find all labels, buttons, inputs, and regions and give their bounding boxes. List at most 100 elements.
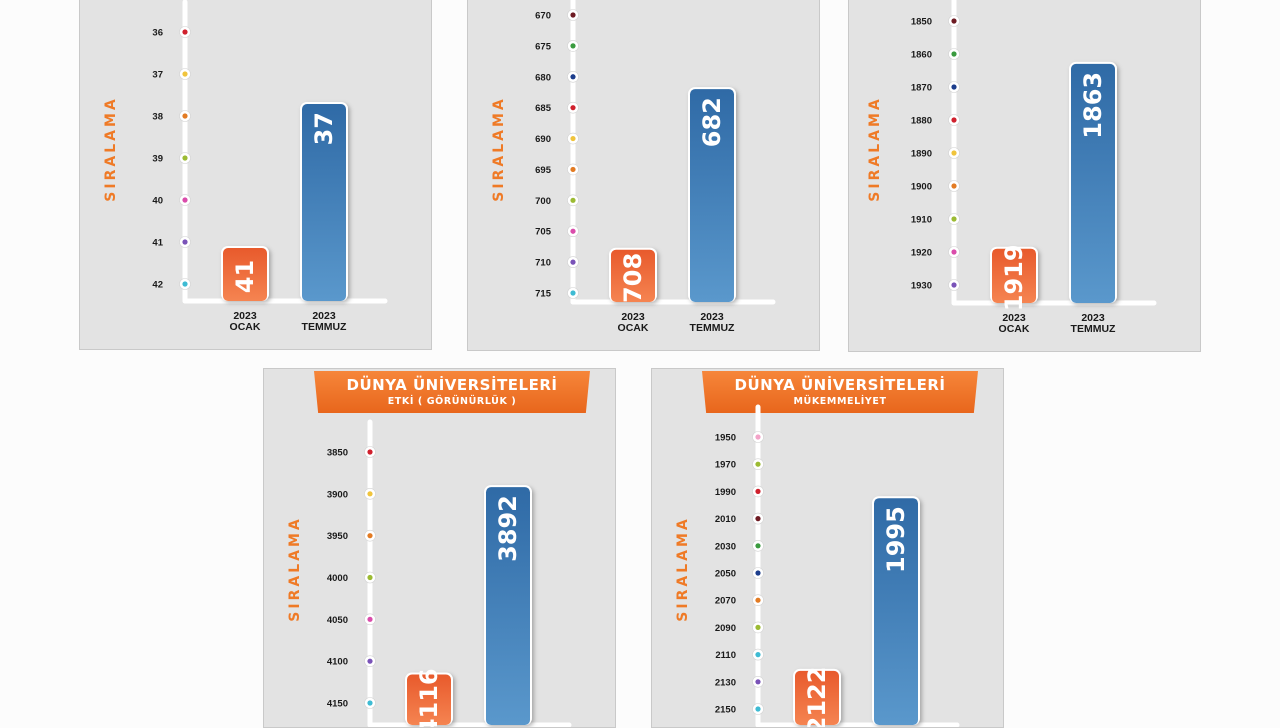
- bar-ocak: [223, 248, 267, 301]
- y-tick-label: 710: [535, 258, 551, 269]
- x-category-year: 2023: [233, 310, 257, 322]
- tick-dot-center: [367, 533, 373, 539]
- x-category-year: 2023: [1002, 312, 1026, 324]
- y-tick-label: 2030: [715, 541, 736, 552]
- y-tick-label: 1990: [715, 487, 736, 498]
- y-tick-label: 2110: [715, 650, 736, 661]
- tick-dot-center: [755, 570, 761, 576]
- y-tick-label: 2150: [715, 705, 736, 716]
- tick-dot-center: [755, 706, 761, 712]
- tick-dot-center: [182, 71, 188, 77]
- y-tick-label: 42: [152, 280, 163, 291]
- tick-dot-center: [570, 12, 576, 18]
- y-tick-label: 1890: [911, 149, 932, 160]
- tick-dot-center: [367, 491, 373, 497]
- banner-title: DÜNYA ÜNİVERSİTELERİ: [346, 376, 558, 394]
- x-category-month: TEMMUZ: [1071, 323, 1116, 335]
- chart-svg: 36373839404142SIRALAMA412023OCAK372023TE…: [103, 0, 388, 333]
- tick-dot-center: [570, 74, 576, 80]
- y-tick-label: 670: [535, 11, 551, 22]
- tick-dot-center: [182, 281, 188, 287]
- y-tick-label: 1870: [911, 83, 932, 94]
- tick-dot-center: [182, 155, 188, 161]
- tick-dot-center: [951, 117, 957, 123]
- y-tick-label: 39: [152, 154, 163, 165]
- chart-panel-mukemmeliyet: DÜNYA ÜNİVERSİTELERİ MÜKEMMELİYET 1950 19…: [651, 368, 1004, 728]
- chart-svg: 670 675 680 685 690 695 700 705 710 715 SIRALAMA 70…: [491, 0, 776, 334]
- y-tick-label: 715: [535, 289, 552, 300]
- banner-subtitle: MÜKEMMELİYET: [793, 396, 887, 407]
- bar-value-label-temmuz: 682: [698, 97, 726, 147]
- y-tick-label: 2070: [715, 596, 736, 607]
- bar-value-label-temmuz: 1863: [1079, 72, 1107, 139]
- y-axis-label: SIRALAMA: [867, 96, 883, 201]
- x-category-month: OCAK: [618, 322, 649, 334]
- y-tick-label: 1950: [715, 433, 736, 444]
- y-tick-label: 685: [535, 103, 552, 114]
- tick-dot-center: [182, 197, 188, 203]
- tick-dot-center: [755, 679, 761, 685]
- tick-dot-center: [570, 43, 576, 49]
- chart-panel-1: 36 37 38 39 40 41 42 SIRALAMA 41 2023 OCAK 37 2023 TE…: [79, 0, 432, 350]
- tick-dot-center: [951, 150, 957, 156]
- y-axis-label: SIRALAMA: [675, 516, 691, 621]
- panel-banner: DÜNYA ÜNİVERSİTELERİ MÜKEMMELİYET: [702, 371, 978, 413]
- tick-dot-center: [367, 574, 373, 581]
- tick-dot-center: [755, 543, 761, 549]
- tick-dot-center: [755, 488, 761, 494]
- bar-value-label-ocak: 1919: [1000, 244, 1028, 311]
- chart-svg: 1850 1860 1870 1880 1890 1900 1910 1920 1930 SIRA…: [867, 0, 1157, 335]
- chart-panel-2: 670 675 680 685 690 695 700 705 710 715 SIRALAMA 70…: [467, 0, 820, 351]
- chart-panel-3: 1850 1860 1870 1880 1890 1900 1910 1920 1930 SIRA…: [848, 0, 1201, 352]
- y-tick-label: 3850: [327, 448, 348, 459]
- bar-temmuz: [690, 89, 734, 302]
- tick-dot-center: [755, 516, 761, 522]
- y-tick-label: 1850: [911, 17, 932, 28]
- y-tick-label: 1860: [911, 50, 932, 61]
- y-tick-label: 4050: [327, 615, 348, 626]
- tick-dot-center: [367, 700, 373, 706]
- y-axis-label: SIRALAMA: [287, 516, 303, 621]
- x-category-month: OCAK: [230, 321, 261, 333]
- y-axis-label: SIRALAMA: [103, 96, 119, 201]
- bar-temmuz: [874, 498, 918, 725]
- y-tick-label: 690: [535, 134, 551, 145]
- tick-dot-center: [951, 84, 957, 90]
- y-tick-label: 3950: [327, 531, 348, 542]
- tick-dot-center: [755, 652, 761, 658]
- x-category-month: OCAK: [999, 323, 1030, 335]
- tick-dot-center: [367, 449, 373, 455]
- y-tick-label: 2090: [715, 623, 736, 634]
- y-tick-label: 2050: [715, 569, 736, 580]
- chart-svg: 1950 1970 1990 2010 2030 2050 2070 2090 2110 2130…: [675, 404, 960, 728]
- x-category-month: TEMMUZ: [690, 322, 735, 334]
- banner-title: DÜNYA ÜNİVERSİTELERİ: [734, 376, 946, 394]
- tick-dot-center: [951, 18, 957, 24]
- chart-svg: 3850 3900 3950 4000 4050 4100 4150 SIRALAMA 4116…: [287, 419, 572, 728]
- bar-value-label-temmuz: 1995: [882, 506, 910, 573]
- y-tick-label: 4100: [327, 657, 348, 668]
- x-category-year: 2023: [621, 311, 645, 323]
- y-tick-label: 1910: [911, 215, 932, 226]
- bar-ocak: [795, 670, 839, 725]
- bar-value-label-temmuz: 3892: [494, 495, 522, 562]
- banner-subtitle: ETKİ ( GÖRÜNÜRLÜK ): [387, 396, 517, 407]
- y-tick-label: 700: [535, 196, 551, 207]
- tick-dot-center: [570, 166, 576, 173]
- x-category-year: 2023: [700, 311, 724, 323]
- bar-value-label-ocak: 2122: [803, 667, 831, 728]
- bar-value-label-ocak: 4116: [415, 668, 443, 728]
- x-category-month: TEMMUZ: [302, 321, 347, 333]
- bar-ocak: [992, 248, 1036, 303]
- tick-dot-center: [570, 228, 576, 234]
- tick-dot-center: [570, 197, 576, 203]
- bar-ocak: [407, 674, 451, 725]
- bar-value-label-ocak: 41: [231, 260, 259, 293]
- tick-dot-center: [570, 135, 576, 142]
- bar-temmuz: [1071, 63, 1115, 304]
- bar-temmuz: [486, 487, 530, 725]
- y-axis-label: SIRALAMA: [491, 96, 507, 201]
- y-tick-label: 705: [535, 227, 552, 238]
- tick-dot-center: [570, 105, 576, 111]
- tick-dot-center: [951, 183, 957, 189]
